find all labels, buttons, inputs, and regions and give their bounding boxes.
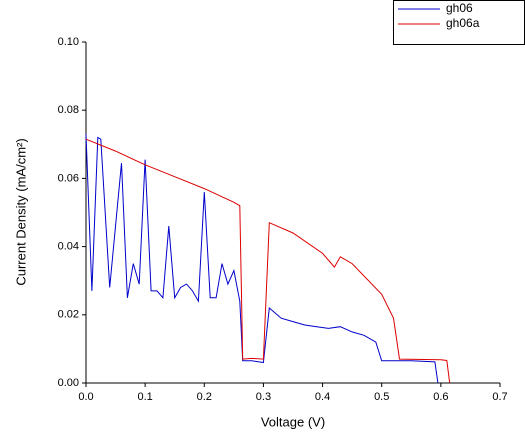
x-tick-label: 0.5: [374, 391, 389, 403]
x-tick-label: 0.4: [315, 391, 330, 403]
y-axis-title: Current Density (mA/cm²): [13, 138, 28, 285]
x-tick-label: 0.1: [137, 391, 152, 403]
legend-label: gh06a: [446, 16, 480, 30]
x-tick-label: 0.0: [78, 391, 93, 403]
x-tick-label: 0.3: [256, 391, 271, 403]
series-line: [85, 134, 439, 384]
y-tick-label: 0.10: [58, 36, 79, 48]
y-tick-label: 0.04: [58, 241, 79, 253]
x-tick-label: 0.2: [197, 391, 212, 403]
y-tick-label: 0.02: [58, 309, 79, 321]
y-tick-label: 0.08: [58, 104, 79, 116]
y-tick-label: 0.00: [58, 377, 79, 389]
legend-box: [393, 0, 525, 45]
x-tick-label: 0.7: [492, 391, 507, 403]
series-line: [85, 138, 451, 384]
x-axis-title: Voltage (V): [261, 414, 325, 429]
x-tick-label: 0.6: [433, 391, 448, 403]
y-tick-label: 0.06: [58, 172, 79, 184]
legend-label: gh06: [446, 1, 473, 15]
